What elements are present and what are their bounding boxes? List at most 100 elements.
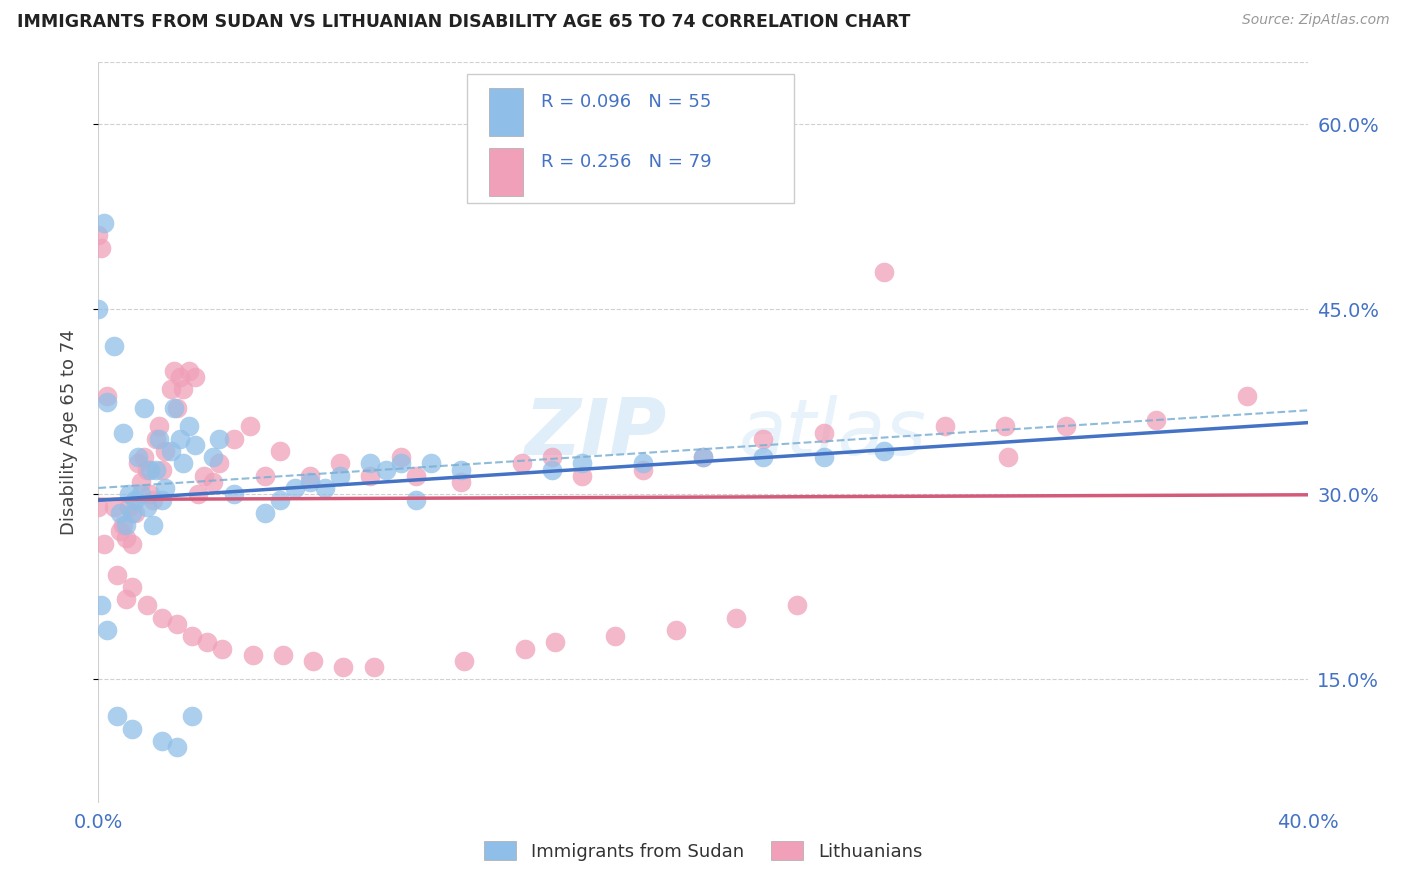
Point	[1236, 388, 1258, 402]
Point	[124, 506, 146, 520]
Y-axis label: Disability Age 65 to 74: Disability Age 65 to 74	[59, 330, 77, 535]
Point	[132, 401, 155, 415]
Point	[631, 462, 654, 476]
Point	[405, 493, 427, 508]
Point	[692, 450, 714, 465]
Point	[90, 240, 112, 254]
Point	[139, 487, 162, 501]
Point	[184, 370, 207, 384]
Point	[127, 457, 149, 471]
Point	[571, 457, 593, 471]
Text: atlas: atlas	[740, 394, 927, 471]
Point	[202, 475, 225, 489]
Point	[145, 462, 167, 476]
Point	[163, 401, 186, 415]
Point	[96, 394, 118, 409]
Point	[114, 531, 136, 545]
Point	[145, 432, 167, 446]
Point	[202, 450, 225, 465]
Point	[108, 524, 131, 539]
Point	[105, 567, 128, 582]
Point	[169, 370, 191, 384]
Point	[725, 610, 748, 624]
Point	[271, 648, 294, 662]
Point	[129, 487, 152, 501]
Point	[96, 388, 118, 402]
Point	[121, 722, 143, 736]
Point	[360, 468, 382, 483]
Point	[193, 468, 215, 483]
Point	[269, 493, 291, 508]
Point	[284, 481, 307, 495]
Point	[150, 462, 173, 476]
Point	[453, 654, 475, 668]
Point	[187, 487, 209, 501]
Point	[172, 383, 194, 397]
Text: R = 0.256   N = 79: R = 0.256 N = 79	[541, 153, 711, 171]
Point	[181, 709, 204, 723]
Point	[179, 419, 201, 434]
Point	[253, 506, 276, 520]
Point	[873, 444, 896, 458]
Point	[752, 450, 775, 465]
Point	[127, 450, 149, 465]
Point	[571, 468, 593, 483]
Point	[179, 364, 201, 378]
Point	[121, 580, 143, 594]
Point	[87, 302, 110, 317]
Point	[150, 734, 173, 748]
FancyBboxPatch shape	[467, 73, 793, 203]
Point	[90, 599, 112, 613]
Point	[166, 616, 188, 631]
Point	[135, 500, 157, 514]
Point	[93, 536, 115, 550]
Point	[150, 493, 173, 508]
Point	[510, 457, 533, 471]
Point	[450, 462, 472, 476]
Point	[786, 599, 808, 613]
Point	[269, 444, 291, 458]
Point	[329, 468, 352, 483]
Point	[153, 444, 176, 458]
Point	[93, 216, 115, 230]
Legend: Immigrants from Sudan, Lithuanians: Immigrants from Sudan, Lithuanians	[477, 834, 929, 868]
Point	[166, 740, 188, 755]
Point	[87, 228, 110, 243]
Point	[513, 641, 536, 656]
Point	[314, 481, 336, 495]
Point	[103, 339, 125, 353]
Text: IMMIGRANTS FROM SUDAN VS LITHUANIAN DISABILITY AGE 65 TO 74 CORRELATION CHART: IMMIGRANTS FROM SUDAN VS LITHUANIAN DISA…	[17, 13, 910, 31]
Point	[1144, 413, 1167, 427]
Point	[142, 493, 165, 508]
Point	[108, 506, 131, 520]
Point	[389, 457, 412, 471]
Point	[111, 425, 134, 440]
Point	[540, 462, 562, 476]
Point	[450, 475, 472, 489]
Point	[135, 599, 157, 613]
Point	[302, 654, 325, 668]
Point	[813, 425, 835, 440]
Text: Source: ZipAtlas.com: Source: ZipAtlas.com	[1241, 13, 1389, 28]
Point	[813, 450, 835, 465]
Point	[114, 592, 136, 607]
Point	[163, 364, 186, 378]
Point	[299, 475, 322, 489]
Point	[374, 462, 396, 476]
FancyBboxPatch shape	[489, 88, 523, 136]
Point	[253, 468, 276, 483]
Point	[195, 635, 218, 649]
Point	[132, 450, 155, 465]
Point	[224, 487, 246, 501]
Point	[420, 457, 443, 471]
Point	[239, 419, 262, 434]
Point	[172, 457, 194, 471]
Point	[242, 648, 264, 662]
Point	[405, 468, 427, 483]
Point	[544, 635, 567, 649]
Point	[96, 623, 118, 637]
Point	[118, 500, 141, 514]
Point	[103, 500, 125, 514]
Point	[166, 401, 188, 415]
Point	[114, 518, 136, 533]
